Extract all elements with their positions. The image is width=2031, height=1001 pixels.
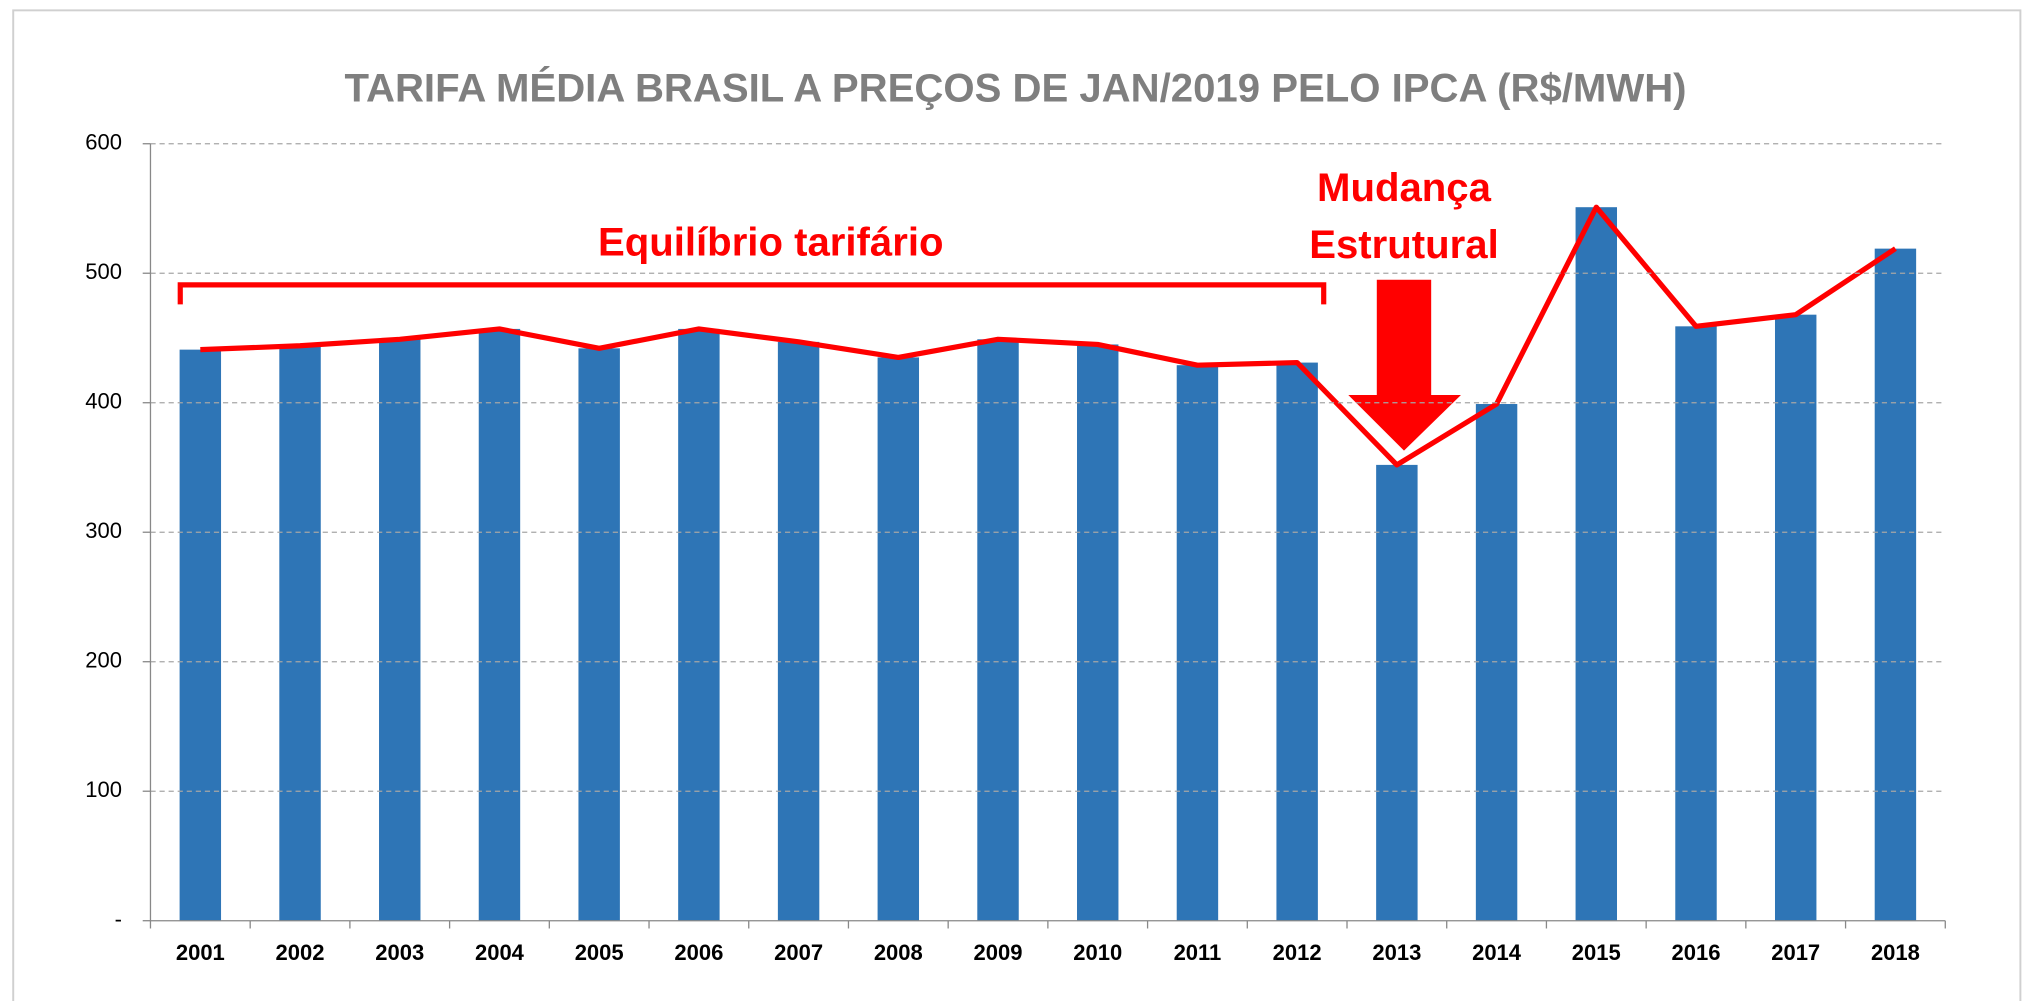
x-tick-label: 2014 <box>1472 940 1522 965</box>
bar <box>578 348 620 921</box>
x-tick-label: 2007 <box>774 940 823 965</box>
bar <box>1376 464 1418 921</box>
trend-line <box>200 204 1897 468</box>
bar <box>179 349 222 921</box>
y-tick-label: 300 <box>85 518 122 543</box>
y-tick-label: 100 <box>85 777 122 802</box>
x-tick-label: 2013 <box>1372 940 1421 965</box>
bar <box>1575 207 1618 921</box>
x-tick-label: 2001 <box>176 940 225 965</box>
x-tick-label: 2010 <box>1073 940 1122 965</box>
y-tick-label: 400 <box>85 389 122 414</box>
bar <box>877 357 920 921</box>
bar <box>1276 362 1318 921</box>
x-tick-label: 2008 <box>874 940 923 965</box>
x-tick-label: 2005 <box>575 940 624 965</box>
y-tick-label: - <box>115 907 122 932</box>
bar <box>1874 248 1917 921</box>
bar <box>1176 365 1219 921</box>
bar <box>478 328 521 921</box>
chart-title: TARIFA MÉDIA BRASIL A PREÇOS DE JAN/2019… <box>344 65 1686 110</box>
y-tick-label: 500 <box>85 259 122 284</box>
x-tick-label: 2016 <box>1672 940 1721 965</box>
x-tick-label: 2011 <box>1174 940 1222 965</box>
arrow <box>1348 279 1461 451</box>
x-tick-label: 2009 <box>974 940 1023 965</box>
bar <box>1774 314 1817 921</box>
x-tick-label: 2015 <box>1572 940 1621 965</box>
y-tick-label: 600 <box>85 130 122 155</box>
x-tick-label: 2004 <box>475 940 525 965</box>
x-tick-label: 2017 <box>1771 940 1820 965</box>
bar <box>279 345 321 921</box>
x-tick-label: 2012 <box>1273 940 1322 965</box>
bar <box>977 339 1019 921</box>
bar <box>1475 404 1518 921</box>
annotation: Equilíbrio tarifário <box>598 219 944 264</box>
bar <box>678 328 720 921</box>
bracket <box>177 282 1327 305</box>
bar <box>777 341 820 921</box>
x-tick-label: 2018 <box>1871 940 1920 965</box>
annotation: Mudança <box>1317 165 1492 210</box>
bar <box>1077 344 1119 921</box>
x-tick-label: 2003 <box>375 940 424 965</box>
annotation: Estrutural <box>1309 222 1499 267</box>
bar <box>379 339 421 921</box>
x-tick-label: 2002 <box>276 940 325 965</box>
y-tick-label: 200 <box>85 648 122 673</box>
bar <box>1675 326 1717 921</box>
x-tick-label: 2006 <box>674 940 723 965</box>
